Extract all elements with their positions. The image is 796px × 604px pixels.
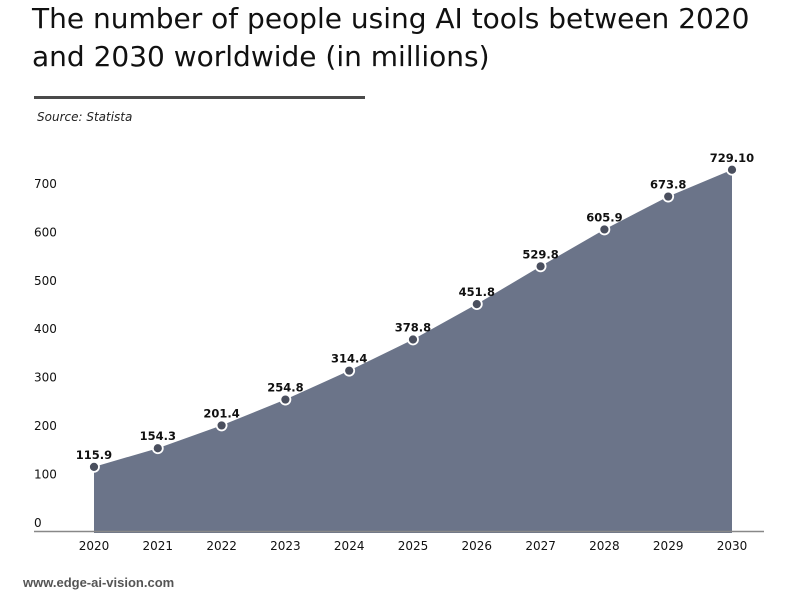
chart-title: The number of people using AI tools betw… bbox=[32, 2, 750, 73]
x-tick-label: 2021 bbox=[143, 539, 174, 553]
data-point bbox=[407, 333, 419, 346]
data-label: 201.4 bbox=[203, 406, 239, 420]
y-tick-label: 700 bbox=[34, 177, 57, 191]
data-label: 605.9 bbox=[586, 210, 622, 224]
x-tick-label: 2026 bbox=[462, 539, 493, 553]
data-label: 154.3 bbox=[140, 429, 176, 443]
data-label: 115.9 bbox=[76, 448, 112, 462]
y-tick-label: 400 bbox=[34, 322, 57, 336]
data-label: 378.8 bbox=[395, 320, 431, 334]
x-tick-label: 2028 bbox=[589, 539, 620, 553]
data-point bbox=[662, 190, 675, 203]
area-fill bbox=[94, 169, 732, 534]
x-tick-label: 2024 bbox=[334, 539, 365, 553]
y-tick-label: 600 bbox=[34, 225, 57, 239]
data-label: 451.8 bbox=[459, 285, 495, 299]
y-tick-label: 200 bbox=[34, 419, 57, 433]
data-point bbox=[88, 460, 100, 473]
data-label: 673.8 bbox=[650, 178, 686, 192]
x-tick-label: 2029 bbox=[653, 539, 684, 553]
x-tick-label: 2027 bbox=[525, 539, 556, 553]
data-point bbox=[151, 442, 164, 455]
data-label: 254.8 bbox=[267, 381, 303, 395]
data-label: 729.10 bbox=[710, 151, 754, 165]
data-point bbox=[598, 223, 611, 236]
x-tick-label: 2020 bbox=[79, 539, 110, 553]
data-point bbox=[470, 298, 483, 311]
source-note: Source: Statista bbox=[37, 110, 133, 124]
x-tick-label: 2022 bbox=[206, 539, 237, 553]
data-point bbox=[343, 364, 356, 377]
x-tick-label: 2023 bbox=[270, 539, 301, 553]
data-label: 529.8 bbox=[522, 247, 558, 261]
data-point bbox=[726, 163, 738, 176]
data-point bbox=[279, 393, 292, 406]
data-point bbox=[215, 419, 228, 432]
title-underline bbox=[34, 96, 365, 99]
y-tick-label: 0 bbox=[34, 516, 42, 530]
footer-url: www.edge-ai-vision.com bbox=[23, 575, 175, 590]
data-label: 314.4 bbox=[331, 352, 367, 366]
y-tick-label: 100 bbox=[34, 468, 57, 482]
y-tick-label: 300 bbox=[34, 371, 57, 385]
x-tick-label: 2030 bbox=[717, 539, 748, 553]
x-tick-label: 2025 bbox=[398, 539, 429, 553]
y-tick-label: 500 bbox=[34, 274, 57, 288]
data-point bbox=[534, 260, 547, 273]
